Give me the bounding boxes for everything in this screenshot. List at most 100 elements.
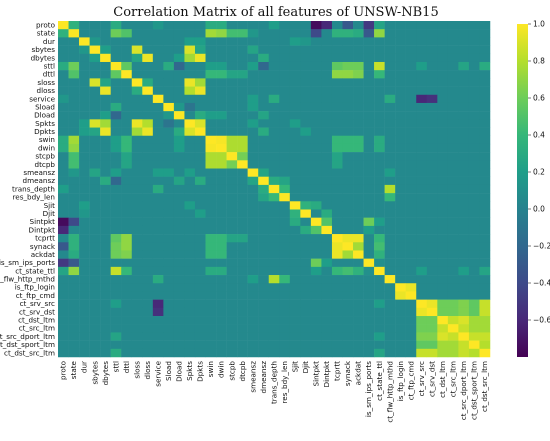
heatmap-cell (58, 316, 69, 325)
heatmap-cell (142, 193, 154, 202)
heatmap-cell (247, 135, 259, 145)
heatmap-cell (205, 70, 217, 79)
heatmap-cell (131, 168, 143, 177)
heatmap-cell (405, 348, 417, 358)
heatmap-cell (152, 29, 164, 38)
heatmap-cell (342, 111, 354, 120)
heatmap-cell (184, 234, 196, 243)
heatmap-cell (374, 291, 385, 300)
heatmap-cell (437, 225, 449, 235)
heatmap-cell (342, 168, 354, 177)
heatmap-cell (310, 316, 322, 325)
heatmap-cell (237, 45, 248, 55)
y-tick-label: Dload (34, 111, 55, 120)
heatmap-cell (363, 160, 375, 169)
heatmap-cell (226, 316, 238, 325)
heatmap-cell (184, 94, 196, 104)
heatmap-cell (152, 160, 164, 169)
x-tick-label: Dintpkt (322, 361, 331, 388)
heatmap-cell (363, 45, 375, 55)
heatmap-cell (468, 324, 480, 333)
heatmap-cell (247, 102, 259, 112)
heatmap-cell (458, 307, 470, 317)
heatmap-cell (447, 184, 459, 194)
heatmap-cell (479, 70, 491, 79)
heatmap-cell (479, 37, 491, 46)
heatmap-cell (152, 53, 164, 63)
heatmap-cell (300, 37, 312, 46)
heatmap-cell (416, 332, 428, 341)
heatmap-cell (331, 348, 343, 358)
heatmap-cell (79, 217, 90, 227)
heatmap-cell (395, 127, 406, 136)
heatmap-cell (247, 258, 259, 268)
heatmap-cell (416, 37, 428, 46)
heatmap-cell (479, 348, 491, 358)
heatmap-cell (395, 209, 406, 218)
heatmap-cell (279, 225, 291, 235)
heatmap-cell (110, 94, 122, 104)
heatmap-cell (289, 209, 301, 218)
heatmap-cell (205, 217, 217, 227)
heatmap-cell (426, 45, 438, 55)
heatmap-cell (405, 250, 417, 259)
heatmap-cell (416, 70, 428, 79)
heatmap-cell (321, 193, 333, 202)
heatmap-cell (300, 78, 312, 87)
heatmap-cell (58, 53, 69, 63)
heatmap-cell (458, 299, 470, 309)
heatmap-cell (395, 102, 406, 112)
heatmap-cell (152, 340, 164, 350)
heatmap-cell (353, 324, 364, 333)
heatmap-cell (79, 283, 90, 292)
heatmap-cell (416, 184, 428, 194)
heatmap-cell (142, 143, 154, 153)
heatmap-cell (247, 242, 259, 251)
heatmap-cell (289, 193, 301, 202)
heatmap-cell (384, 332, 396, 341)
heatmap-cell (100, 94, 111, 104)
heatmap-cell (279, 291, 291, 300)
heatmap-cell (216, 119, 227, 128)
heatmap-cell (416, 316, 428, 325)
heatmap-cell (363, 299, 375, 309)
heatmap-cell (110, 37, 122, 46)
heatmap-cell (353, 94, 364, 104)
heatmap-cell (194, 78, 206, 87)
heatmap-cell (205, 324, 217, 333)
heatmap-cell (258, 176, 269, 186)
heatmap-cell (152, 324, 164, 333)
heatmap-cell (279, 29, 291, 38)
heatmap-cell (100, 258, 111, 268)
heatmap-cell (468, 283, 480, 292)
heatmap-cell (268, 168, 280, 177)
heatmap-cell (226, 234, 238, 243)
heatmap-cell (458, 53, 470, 63)
y-tick-label: Spkts (35, 119, 55, 128)
heatmap-cell (300, 340, 312, 350)
heatmap-cell (163, 135, 175, 145)
heatmap-cell (110, 225, 122, 235)
heatmap-cell (131, 258, 143, 268)
heatmap-cell (363, 225, 375, 235)
heatmap-cell (395, 225, 406, 235)
heatmap-cell (426, 348, 438, 358)
heatmap-cell (68, 70, 80, 79)
heatmap-cell (289, 94, 301, 104)
heatmap-cell (458, 119, 470, 128)
heatmap-cell (247, 111, 259, 120)
heatmap-cell (58, 143, 69, 153)
heatmap-cell (300, 234, 312, 243)
heatmap-cell (142, 266, 154, 276)
heatmap-cell (194, 291, 206, 300)
heatmap-cell (416, 61, 428, 71)
heatmap-cell (363, 94, 375, 104)
colorbar-tick-label: −0.2 (533, 242, 550, 251)
heatmap-cell (437, 258, 449, 268)
x-tick-label: ct_src_dport_ltm (459, 361, 468, 420)
heatmap-cell (205, 291, 217, 300)
heatmap-cell (131, 127, 143, 136)
heatmap-cell (194, 332, 206, 341)
heatmap-cell (300, 160, 312, 169)
